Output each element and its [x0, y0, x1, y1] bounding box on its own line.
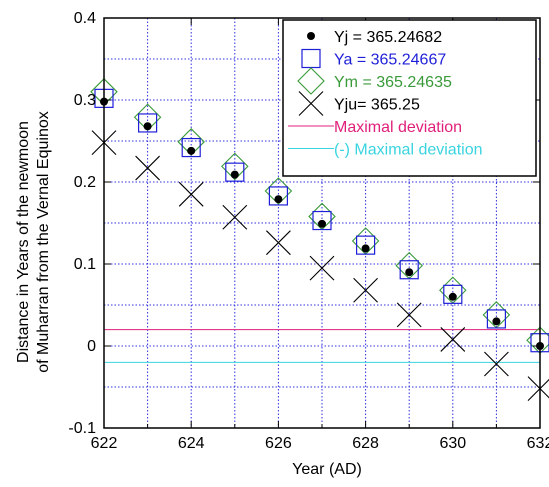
- point-x: [440, 327, 466, 352]
- point-dot: [361, 244, 370, 253]
- point-square: [443, 284, 463, 304]
- point-x: [484, 351, 509, 377]
- x-tick-label: 628: [352, 435, 379, 452]
- legend-box: [282, 19, 537, 177]
- legend-label: Ym = 365.24635: [334, 74, 452, 91]
- point-x: [353, 277, 378, 303]
- point-x: [527, 376, 549, 402]
- point-square: [486, 309, 506, 329]
- point-dot: [187, 146, 196, 155]
- x-tick-label: 624: [178, 435, 205, 452]
- point-dot: [492, 317, 501, 326]
- axis-ticks: 622 624 626 628 630 632 -0.1 0 0.1 0.2 0.3 0.4: [68, 10, 549, 452]
- point-diamond: [221, 152, 249, 181]
- point-dot: [230, 170, 239, 179]
- point-dot: [448, 292, 457, 301]
- legend-marker-dot: [307, 32, 315, 40]
- x-tick-label: 622: [91, 435, 118, 452]
- y-tick-label: 0.4: [74, 10, 96, 27]
- point-square: [356, 235, 376, 255]
- point-square: [399, 260, 419, 280]
- point-x: [396, 302, 422, 328]
- legend-marker-diamond: [297, 67, 325, 95]
- x-tick-label: 630: [439, 435, 466, 452]
- point-square: [138, 113, 158, 133]
- x-tick-label: 632: [527, 435, 549, 452]
- legend-label: Yj = 365.24682: [334, 29, 442, 46]
- point-square: [312, 210, 332, 231]
- y-tick-label: 0.1: [74, 256, 96, 273]
- y-tick-label: 0: [87, 338, 96, 355]
- y-tick-label: 0.2: [74, 174, 96, 191]
- y-axis-label-line2: of Muharran from the Vernal Equinox: [35, 111, 52, 372]
- x-tick-label: 626: [265, 435, 292, 452]
- y-tick-label: -0.1: [68, 420, 96, 437]
- point-dot: [143, 122, 152, 131]
- y-tick-label: 0.3: [74, 92, 96, 109]
- legend-marker-x: [298, 91, 324, 116]
- point-x: [309, 255, 335, 281]
- point-dot: [405, 268, 414, 277]
- point-square: [225, 162, 245, 182]
- point-square: [268, 186, 288, 206]
- legend-label: (-) Maximal deviation: [334, 142, 482, 159]
- point-x: [135, 155, 160, 181]
- legend-label: Ya = 365.24667: [334, 52, 446, 69]
- point-dot: [318, 219, 326, 228]
- x-axis-label: Year (AD): [292, 461, 362, 478]
- legend-label: Yju= 365.25: [334, 97, 420, 114]
- reference-lines: [104, 329, 540, 363]
- point-dot: [274, 195, 283, 204]
- point-x: [266, 230, 291, 256]
- point-x: [222, 204, 248, 230]
- point-square: [181, 137, 201, 158]
- legend: Yj = 365.24682 Ya = 365.24667 Ym = 365.246…: [282, 19, 537, 177]
- y-axis-label-line1: Distance in Years of the newmoon: [15, 121, 32, 363]
- legend-label: Maximal deviation: [334, 119, 462, 136]
- point-x: [178, 181, 204, 207]
